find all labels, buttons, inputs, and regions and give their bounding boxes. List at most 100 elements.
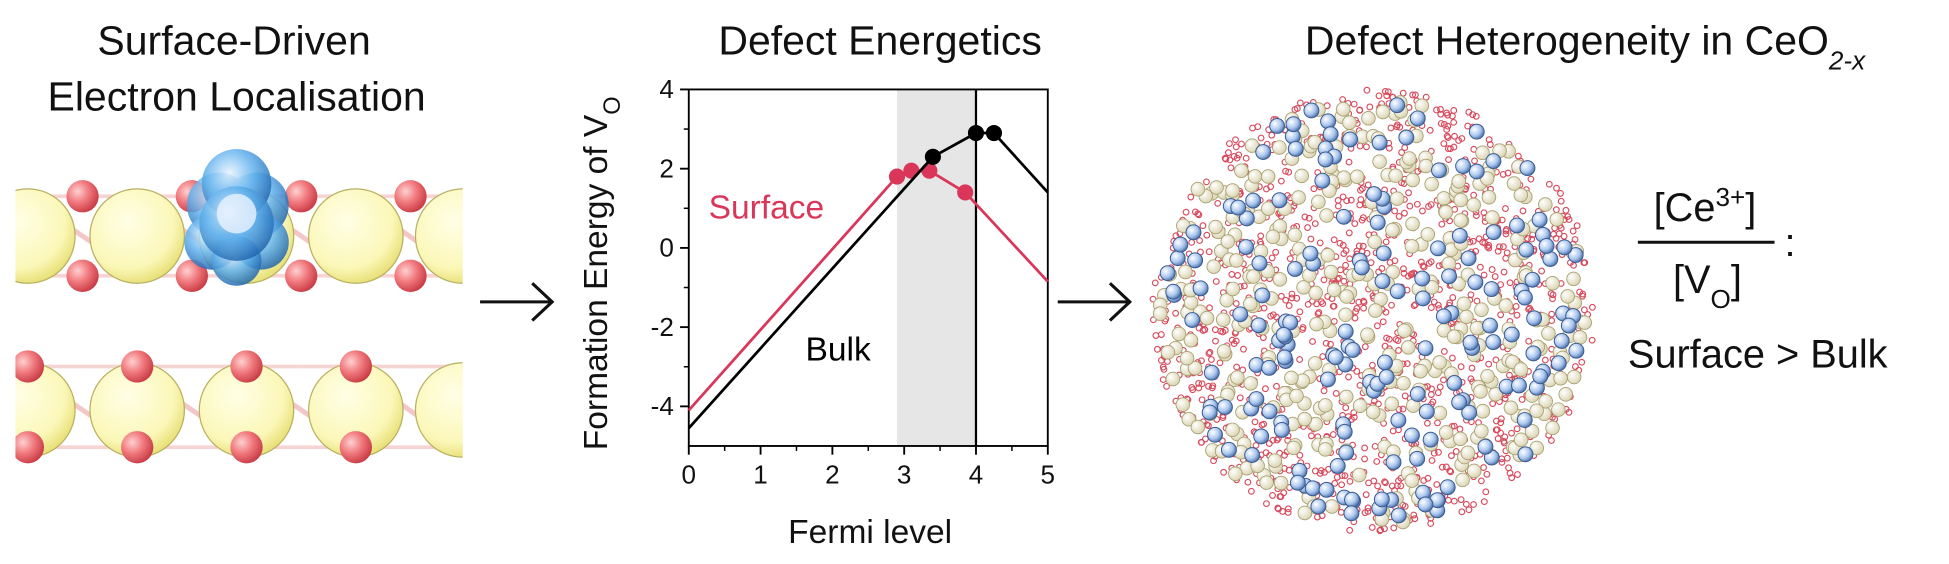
y-tick-label: 4 [659,74,674,104]
ce4-site [1473,384,1488,399]
ce3-site [1525,345,1542,362]
ce4-site [1513,362,1529,377]
o-site [1437,106,1444,113]
o-site [1447,468,1455,476]
o-site [1345,373,1352,381]
ce4-site [1385,222,1400,238]
ratio-denominator-sub: O [1711,284,1731,314]
o-site [1324,292,1332,300]
o-site [1405,189,1412,197]
o-atom [15,431,45,464]
ce3-site [1409,386,1426,403]
o-site [1334,202,1342,210]
ce4-site [1566,271,1581,287]
ce4-site [1389,191,1405,206]
o-site [1480,498,1488,506]
ce3-site [1485,153,1502,170]
o-site [1230,340,1238,348]
ce4-site [1228,466,1243,482]
o-site [1220,468,1227,476]
o-site [1195,384,1203,392]
ce3-site [1435,308,1452,325]
o-site [1314,310,1322,318]
ce4-site [1291,190,1306,205]
ce3-site [1250,317,1267,334]
ce3-site [1371,134,1388,151]
ce3-site [1517,289,1533,306]
ce3-site [1550,355,1567,372]
o-site [1480,209,1488,217]
o-atom [121,431,154,464]
o-site [1315,309,1323,316]
ce3-site [1441,268,1458,285]
ce3-site [1245,192,1262,209]
o-site [1469,237,1477,245]
o-site [1390,524,1398,532]
o-site [1347,196,1355,204]
ce4-site [1577,315,1592,330]
o-site [1240,282,1248,290]
o-site [1434,301,1442,309]
data-point [924,148,941,165]
ce-atom [15,188,76,284]
o-site [1480,271,1488,279]
ce4-site [1506,176,1522,191]
o-site [1364,504,1372,512]
ce4-site [1405,172,1420,188]
o-site [1232,300,1240,307]
o-site [1477,477,1485,485]
ce4-site [1455,472,1470,488]
ce4-site [1349,169,1365,185]
o-site [1361,509,1369,517]
ce3-site [1269,118,1286,134]
ce3-site [1238,239,1255,256]
ce4-site [1272,272,1288,287]
o-site [1238,140,1245,148]
ce4-site [1152,306,1168,321]
ce4-site [1558,387,1573,402]
ce3-site [1287,261,1303,277]
o-atom [285,180,318,213]
o-site [1240,345,1247,353]
o-site [1444,111,1451,119]
o-site [1296,308,1304,316]
ce4-site [1361,110,1376,126]
o-site [1284,509,1292,516]
o-site [1198,380,1206,388]
ce4-site [1287,227,1303,243]
o-site [1304,300,1312,308]
ce4-site [1475,145,1490,161]
ce-atom [414,188,463,284]
ce4-site [1171,326,1187,342]
o-site [1443,132,1451,140]
o-site [1491,273,1499,280]
o-site [1428,385,1435,393]
o-site [1263,500,1270,508]
o-site [1257,232,1265,240]
o-site [1282,296,1290,304]
ce4-site [1247,169,1263,184]
ratio-denominator-end: ] [1731,258,1742,302]
o-site [1339,96,1347,103]
o-site [1242,154,1250,162]
ce4-site [1418,158,1434,174]
o-site [1228,336,1236,344]
o-site [1417,258,1425,266]
o-site [1316,239,1324,247]
o-site [1205,422,1212,430]
o-site [1420,263,1428,271]
o-site [1468,364,1476,372]
o-site [1393,121,1401,129]
o-site [1316,470,1324,477]
o-site [1296,451,1304,459]
ce4-site [1243,296,1258,312]
ce4-site [1475,403,1491,419]
ce3-site [1409,110,1426,127]
x-tick-label: 2 [825,459,840,489]
ce3-site [1485,224,1502,241]
o-site [1329,302,1337,310]
o-atom [15,350,45,383]
ce3-site [1282,314,1299,331]
o-site [1151,279,1159,287]
